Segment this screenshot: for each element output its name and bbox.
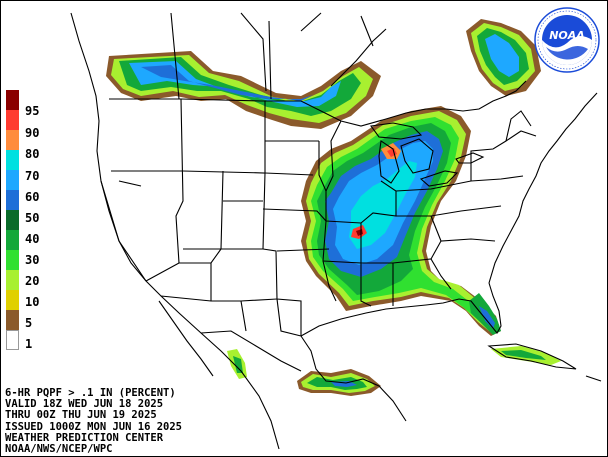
legend-swatch-20 (6, 250, 19, 270)
legend-label-60: 60 (25, 190, 40, 204)
legend-swatch-30 (6, 230, 19, 250)
legend-label-20: 20 (25, 274, 40, 288)
valid-time: VALID 18Z WED JUN 18 2025 (5, 398, 164, 411)
legend-label-5: 5 (25, 316, 33, 330)
agency-name: NOAA/NWS/NCEP/WPC (5, 443, 113, 456)
map-boundaries (70, 12, 602, 450)
issued-time: ISSUED 1000Z MON JUN 16 2025 (5, 420, 183, 433)
legend-label-40: 40 (25, 232, 40, 246)
legend-label-80: 80 (25, 147, 40, 161)
product-info: 6-HR PQPF > .1 IN (PERCENT) VALID 18Z WE… (5, 387, 183, 456)
legend-swatch-40 (6, 210, 19, 230)
thru-time: THRU 00Z THU JUN 19 2025 (5, 409, 157, 422)
noaa-seal-icon (534, 7, 600, 73)
legend-label-1: 1 (25, 337, 33, 351)
legend-swatch-70 (6, 150, 19, 170)
legend-label-30: 30 (25, 253, 40, 267)
legend-swatch-80 (6, 130, 19, 150)
legend-label-95: 95 (25, 104, 40, 118)
legend-label-90: 90 (25, 126, 40, 140)
legend-swatch-90 (6, 110, 19, 130)
legend-swatch-0 (6, 330, 19, 350)
legend-swatch-60 (6, 170, 19, 190)
legend-swatch-95 (6, 90, 19, 110)
legend-swatch-50 (6, 190, 19, 210)
pqpf-shading (106, 19, 561, 396)
noaa-logo-text: NOAA (549, 29, 585, 42)
legend-swatch-5 (6, 290, 19, 310)
legend-swatch-10 (6, 270, 19, 290)
product-title: 6-HR PQPF > .1 IN (PERCENT) (5, 387, 176, 399)
legend-label-70: 70 (25, 169, 40, 183)
legend-label-10: 10 (25, 295, 40, 309)
legend-swatch-1 (6, 310, 19, 330)
legend-label-50: 50 (25, 211, 40, 225)
center-name: WEATHER PREDICTION CENTER (5, 431, 164, 444)
